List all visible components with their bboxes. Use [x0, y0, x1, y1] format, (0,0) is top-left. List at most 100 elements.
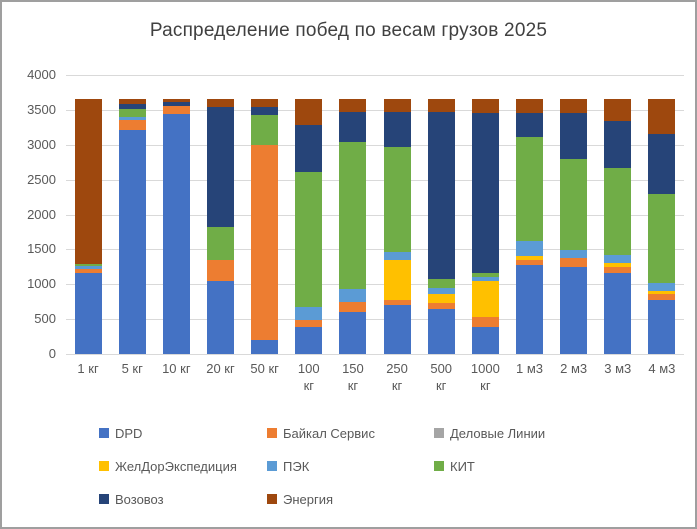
y-tick-label: 2000: [27, 206, 56, 222]
bar-segment: [339, 99, 367, 112]
gridline: [66, 249, 684, 251]
bar-segment: [207, 99, 234, 108]
bar-segment: [74, 273, 102, 354]
legend-swatch-icon: [267, 461, 277, 471]
bar-segment: [339, 111, 367, 142]
y-tick-label: 4000: [27, 67, 56, 82]
x-tick-label: 5 кг: [121, 361, 143, 376]
bar-segment: [383, 146, 411, 252]
bar-segment: [427, 303, 455, 310]
bar-segment: [251, 340, 279, 354]
bar-segment: [383, 305, 411, 354]
gridline: [66, 319, 684, 321]
bar-segment: [339, 302, 367, 313]
legend-label: ЖелДорЭкспедиция: [115, 458, 237, 474]
legend-item: DPD: [99, 426, 267, 441]
legend-item: КИТ: [434, 459, 545, 474]
bar-segment: [427, 111, 455, 280]
y-tick-label: 1500: [27, 241, 56, 257]
bar-segment: [74, 266, 102, 269]
bar-segment: [648, 133, 676, 194]
legend-label: Деловые Линии: [450, 425, 546, 441]
legend-item: Возовоз: [99, 491, 267, 507]
gridline: [66, 109, 684, 111]
x-tick-label: 1 кг: [77, 361, 99, 376]
legend: DPD Байкал Сервис Деловые Линии ЖелДорЭкспе…: [99, 425, 546, 507]
x-tick-label: 4 м3: [648, 361, 676, 376]
legend-swatch-icon: [99, 461, 109, 471]
bar-segment: [74, 268, 102, 274]
bar-segment: [207, 260, 234, 282]
bar-segment: [162, 114, 190, 354]
y-tick-label: 1000: [27, 276, 56, 292]
gridline: [66, 179, 684, 181]
y-tick-label: 0: [48, 346, 56, 361]
bar-segment: [560, 99, 588, 113]
bar-segment: [162, 106, 190, 115]
gridline: [66, 214, 684, 216]
bar-segment: [560, 258, 588, 267]
bar-segment: [516, 137, 543, 242]
x-tick-label: 2 м3: [560, 361, 588, 376]
bar-segment: [74, 264, 102, 267]
x-tick-label: 100 кг: [297, 361, 320, 393]
legend-swatch-icon: [267, 494, 277, 504]
bar-segment: [118, 103, 146, 109]
bar-segment: [118, 119, 146, 131]
bar-segment: [339, 288, 367, 303]
bar-segment: [251, 107, 279, 115]
x-tick-label: 500 кг: [430, 361, 453, 393]
gridline: [66, 354, 684, 355]
bar-segment: [207, 107, 234, 228]
bar-segment: [118, 130, 146, 354]
legend-item: Энергия: [267, 491, 434, 507]
bar-segment: [295, 326, 323, 354]
x-tick-label: 20 кг: [206, 361, 235, 376]
bar-segment: [516, 256, 543, 261]
gridline: [66, 75, 684, 76]
bar-segment: [383, 111, 411, 147]
bar-segment: [339, 141, 367, 289]
bar-segment: [295, 99, 323, 126]
bar-segment: [648, 300, 676, 354]
bar-segment: [207, 281, 234, 354]
y-tick-label: 3500: [27, 101, 56, 117]
bar-segment: [560, 250, 588, 259]
y-tick-label: 2500: [27, 171, 56, 187]
bar-segment: [604, 272, 632, 354]
bar-segment: [604, 99, 632, 122]
bar-segment: [648, 294, 676, 301]
bar-segment: [516, 99, 543, 113]
bar-segment: [560, 158, 588, 251]
x-tick-label: 1000 кг: [470, 361, 500, 393]
x-tick-label: 250 кг: [386, 361, 408, 393]
bar-segment: [648, 290, 676, 294]
bar-segment: [251, 145, 279, 341]
bar-segment: [251, 99, 279, 108]
bar-segment: [471, 281, 499, 318]
chart-title: Распределение побед по весам грузов 2025: [149, 20, 548, 41]
bar-segment: [295, 171, 323, 307]
bar-segment: [648, 282, 676, 291]
x-tick-label: 1 м3: [515, 361, 543, 376]
legend-label: Энергия: [283, 491, 334, 507]
bar-segment: [295, 320, 323, 327]
bar-segment: [383, 300, 411, 306]
bar-segment: [516, 112, 543, 138]
legend-label: Возовоз: [115, 491, 164, 507]
bar-segment: [162, 102, 190, 107]
y-tick-label: 3000: [27, 136, 56, 152]
bar-segment: [427, 309, 455, 354]
bar-segment: [383, 251, 411, 261]
gridline: [66, 284, 684, 286]
x-tick-label: 150 кг: [342, 361, 364, 393]
bar-segment: [251, 114, 279, 146]
legend-swatch-icon: [434, 428, 444, 438]
bar-segment: [295, 125, 323, 172]
bar-segment: [648, 193, 676, 283]
bar-segment: [560, 112, 588, 159]
legend-label: Байкал Сервис: [283, 425, 375, 441]
bar-segment: [427, 294, 455, 304]
x-tick-label: 10 кг: [162, 361, 191, 376]
bar-segment: [604, 255, 632, 263]
